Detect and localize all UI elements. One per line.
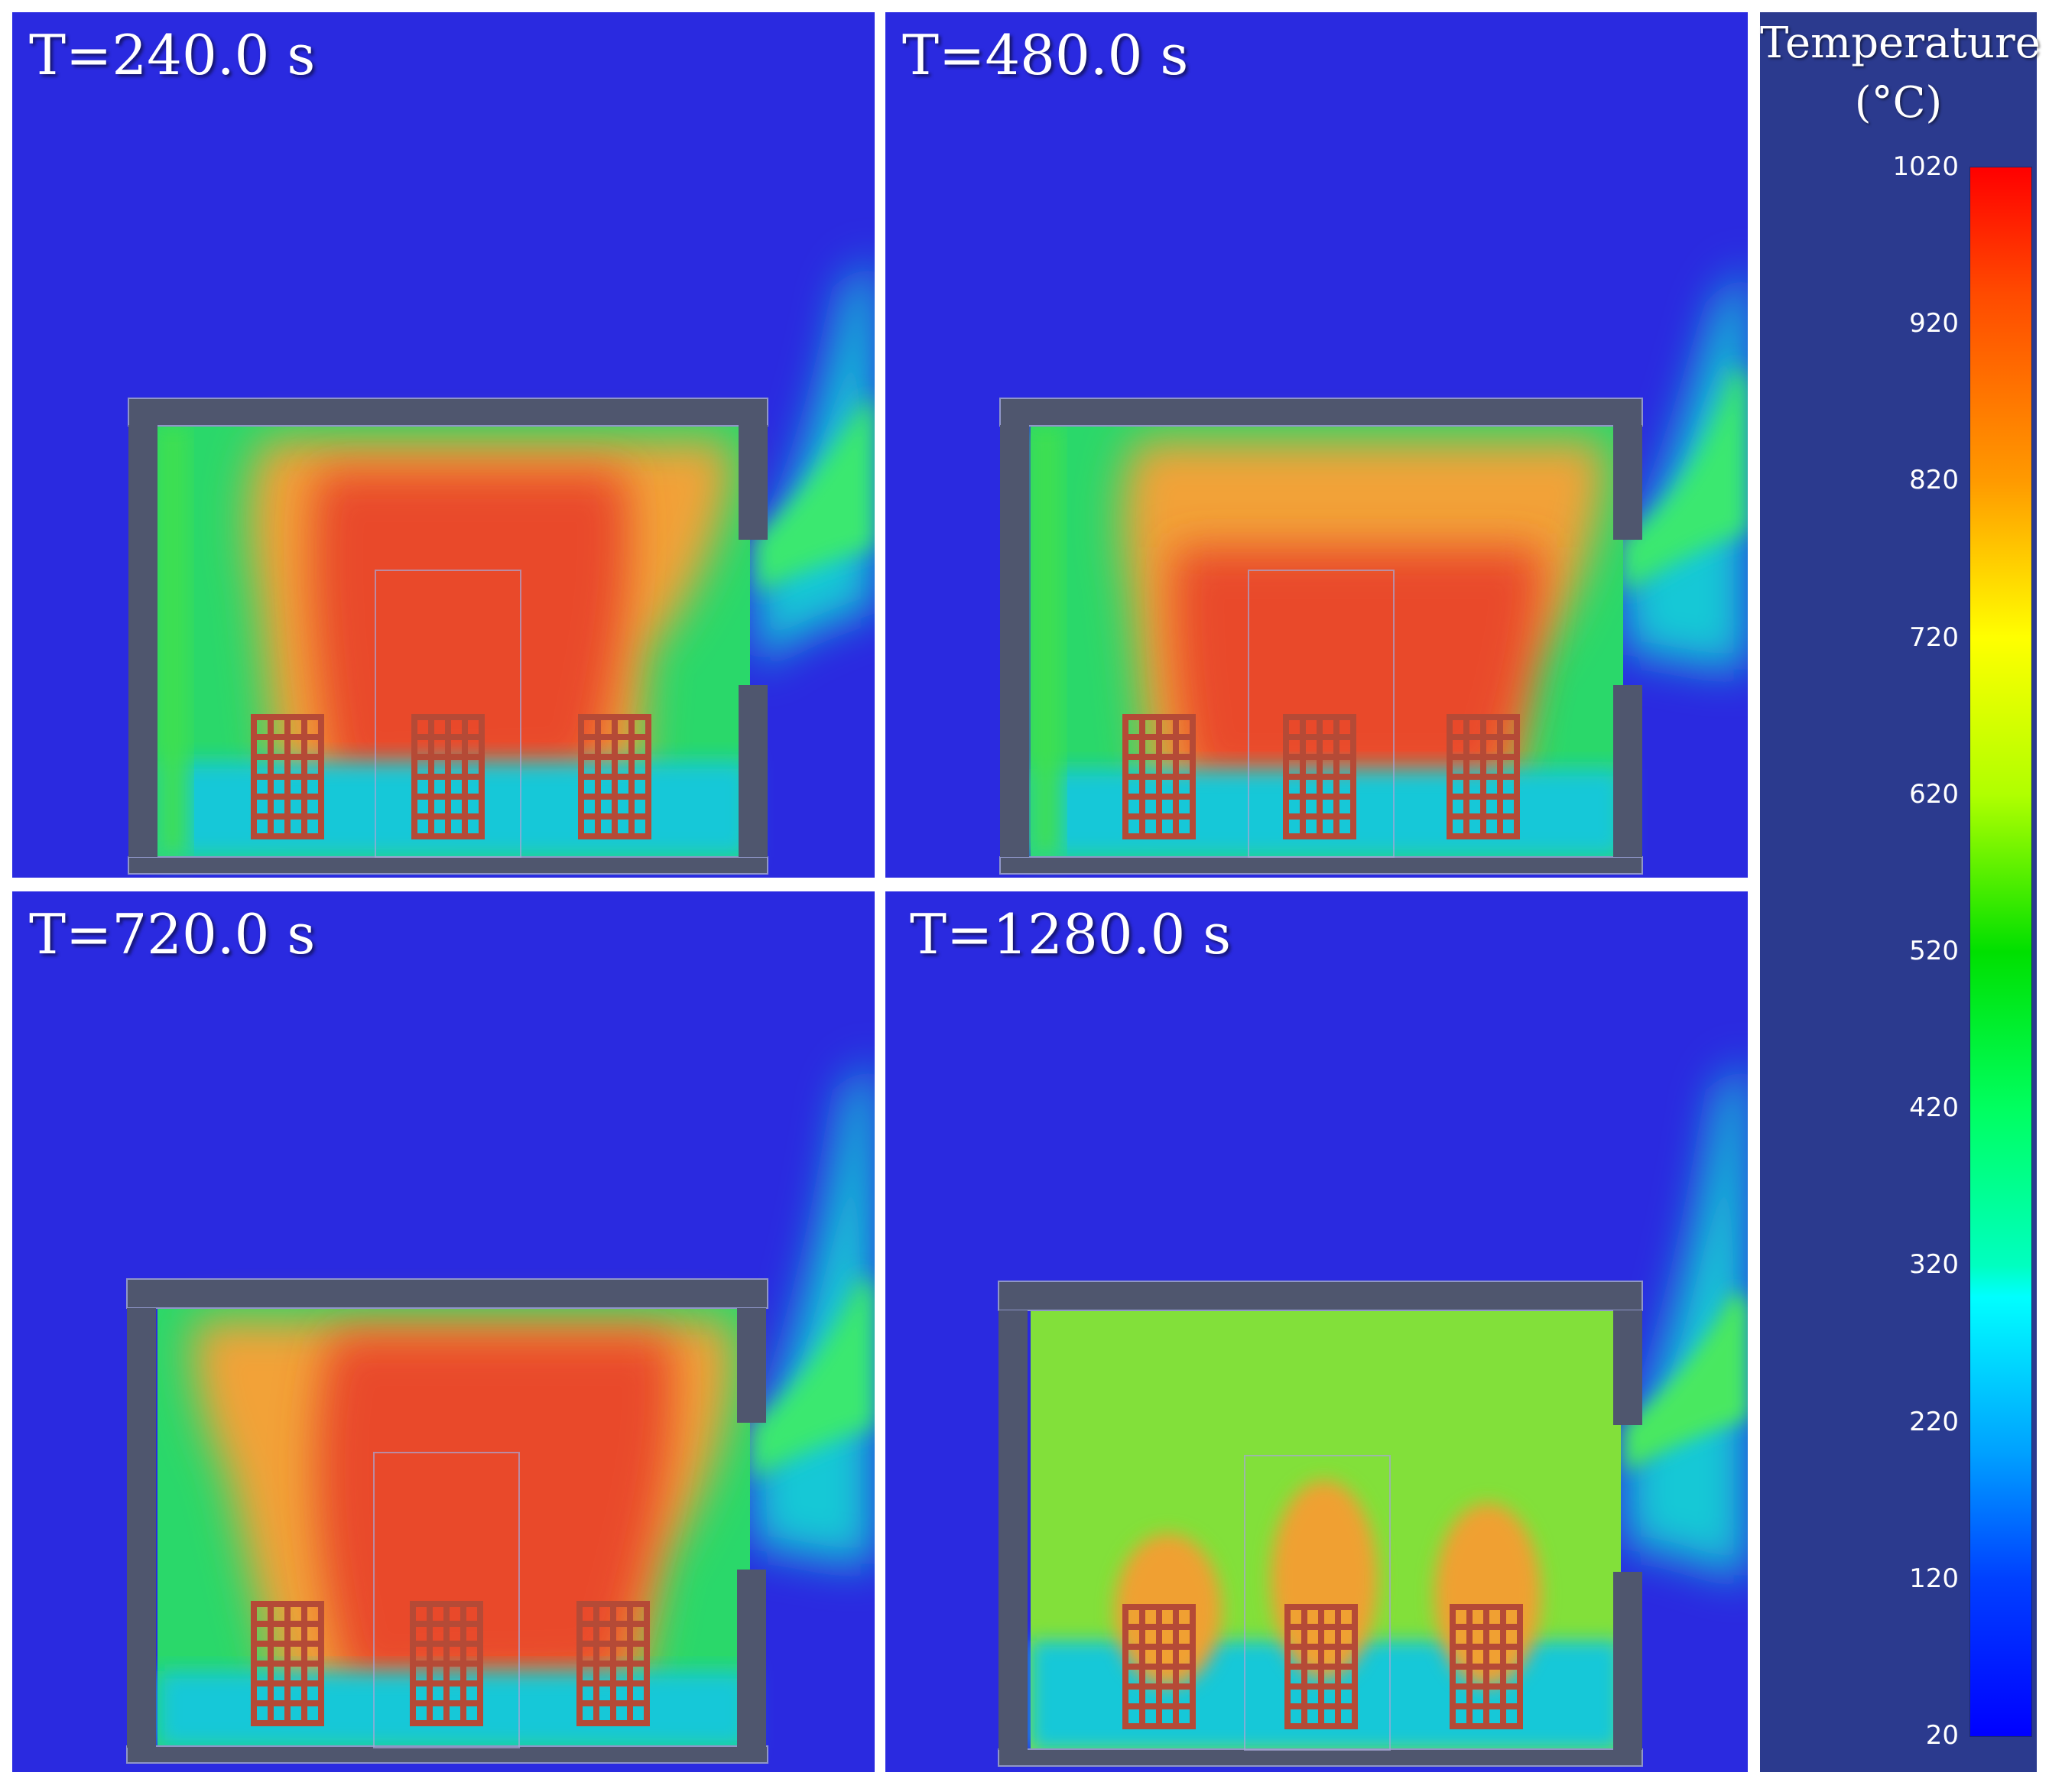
colorbar-tick: 920 [1909, 308, 1959, 339]
colorbar-tick: 220 [1909, 1407, 1959, 1437]
colorbar-tick: 120 [1909, 1563, 1959, 1594]
temperature-field [885, 891, 1748, 1772]
colorbar-tick: 20 [1925, 1720, 1959, 1751]
colorbar-gradient [1969, 167, 2032, 1737]
colorbar-unit: (°C) [1854, 78, 1943, 128]
panel-t480: T=480.0 s [885, 12, 1748, 878]
colorbar-tick: 1020 [1892, 151, 1959, 182]
temperature-colorbar: Temperature (°C) 1020 920 820 720 620 52… [1760, 12, 2041, 1772]
colorbar-title: Temperature [1760, 18, 2041, 68]
temperature-field [12, 12, 875, 878]
temperature-field [885, 12, 1748, 878]
panel-t1280: T=1280.0 s [885, 891, 1748, 1772]
panel-t240: T=240.0 s [12, 12, 875, 878]
colorbar-tick: 820 [1909, 465, 1959, 495]
colorbar-tick: 420 [1909, 1092, 1959, 1123]
colorbar-tick: 620 [1909, 779, 1959, 810]
colorbar-tick: 520 [1909, 936, 1959, 966]
temperature-field [12, 891, 875, 1772]
time-label: T=480.0 s [902, 23, 1189, 87]
time-label: T=240.0 s [29, 23, 316, 87]
colorbar-tick: 720 [1909, 622, 1959, 653]
time-label: T=1280.0 s [910, 902, 1232, 966]
time-label: T=720.0 s [29, 902, 316, 966]
colorbar-tick: 320 [1909, 1249, 1959, 1280]
panel-t720: T=720.0 s [12, 891, 875, 1772]
